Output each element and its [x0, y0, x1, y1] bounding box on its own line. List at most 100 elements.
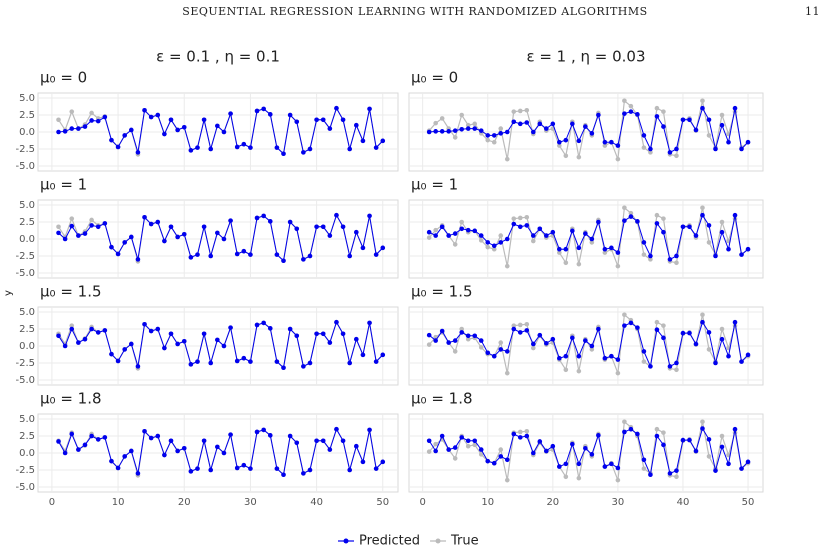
true-point: [498, 233, 504, 238]
y-tick-label: 5.0: [19, 307, 35, 318]
predicted-point: [261, 213, 266, 219]
predicted-point: [745, 352, 751, 358]
true-point: [602, 143, 608, 148]
true-point: [472, 442, 478, 448]
predicted-point: [76, 340, 81, 345]
predicted-point: [426, 438, 432, 444]
predicted-point: [544, 233, 549, 238]
predicted-point: [168, 117, 174, 123]
predicted-point: [687, 330, 692, 336]
predicted-point: [504, 349, 510, 354]
true-point: [706, 240, 712, 245]
predicted-point: [596, 433, 601, 438]
true-point: [426, 449, 432, 454]
predicted-point: [700, 212, 705, 218]
true-point: [517, 108, 523, 114]
predicted-point: [287, 112, 293, 118]
true-point: [524, 428, 530, 434]
predicted-point: [433, 129, 438, 134]
true-point: [674, 153, 679, 159]
predicted-point: [301, 471, 306, 476]
predicted-point: [314, 331, 319, 337]
predicted-point: [570, 121, 575, 127]
predicted-point: [745, 246, 751, 252]
predicted-point: [674, 253, 679, 259]
y-tick-label: 0.0: [19, 127, 35, 138]
predicted-point: [517, 224, 523, 230]
predicted-point: [181, 124, 187, 130]
predicted-point: [228, 218, 233, 223]
predicted-point: [465, 438, 471, 444]
predicted-point: [648, 364, 653, 369]
predicted-point: [537, 439, 543, 444]
true-point: [661, 216, 666, 221]
predicted-point: [142, 107, 147, 113]
predicted-point: [254, 215, 260, 221]
predicted-point: [706, 223, 712, 228]
predicted-point: [76, 447, 81, 452]
predicted-point: [530, 450, 536, 456]
predicted-point: [142, 321, 147, 327]
predicted-point: [732, 212, 738, 218]
predicted-point: [301, 364, 306, 369]
predicted-point: [524, 433, 530, 439]
predicted-point: [557, 355, 562, 361]
true-point: [439, 116, 445, 121]
predicted-point: [602, 246, 608, 252]
predicted-point: [95, 118, 101, 124]
predicted-point: [687, 224, 692, 230]
predicted-point: [446, 340, 451, 345]
predicted-point: [544, 126, 549, 131]
predicted-point: [201, 224, 207, 230]
true-point: [452, 456, 458, 461]
predicted-point: [641, 133, 647, 138]
true-point: [498, 340, 504, 345]
predicted-point: [648, 472, 653, 478]
predicted-point: [62, 450, 68, 456]
true-point: [674, 474, 679, 480]
predicted-point: [596, 326, 601, 332]
predicted-point: [687, 117, 692, 123]
predicted-point: [274, 145, 280, 150]
predicted-point: [452, 128, 458, 133]
true-point: [719, 219, 725, 225]
predicted-point: [287, 433, 293, 439]
predicted-point: [433, 338, 438, 343]
true-point: [576, 475, 582, 481]
predicted-point: [228, 432, 233, 437]
predicted-point: [654, 114, 660, 119]
predicted-point: [155, 112, 161, 118]
predicted-point: [234, 358, 240, 364]
predicted-point: [122, 454, 127, 459]
true-point: [648, 150, 653, 155]
true-point: [641, 252, 647, 257]
true-point: [674, 260, 679, 266]
predicted-point: [628, 109, 634, 114]
predicted-point: [115, 465, 121, 471]
predicted-point: [654, 327, 660, 332]
true-point: [700, 419, 705, 425]
y-tick-label: -2.5: [15, 465, 35, 476]
legend-label: True: [450, 534, 479, 549]
predicted-point: [248, 252, 253, 257]
true-point: [622, 312, 627, 318]
predicted-point: [360, 138, 366, 144]
predicted-point: [294, 440, 300, 446]
true-point: [661, 430, 666, 435]
panel-label: μ₀ = 1: [40, 176, 87, 194]
predicted-point: [307, 146, 313, 152]
predicted-point: [188, 148, 194, 153]
y-tick-label: 0.0: [19, 448, 35, 459]
predicted-point: [261, 106, 266, 112]
predicted-point: [102, 114, 108, 120]
predicted-point: [485, 458, 491, 464]
predicted-point: [557, 464, 562, 469]
predicted-point: [635, 325, 640, 330]
predicted-point: [622, 218, 627, 223]
predicted-point: [82, 336, 88, 342]
true-point: [524, 214, 530, 220]
predicted-point: [693, 233, 699, 238]
predicted-point: [307, 360, 313, 366]
predicted-point: [472, 438, 478, 444]
x-tick-label: 30: [244, 497, 257, 508]
